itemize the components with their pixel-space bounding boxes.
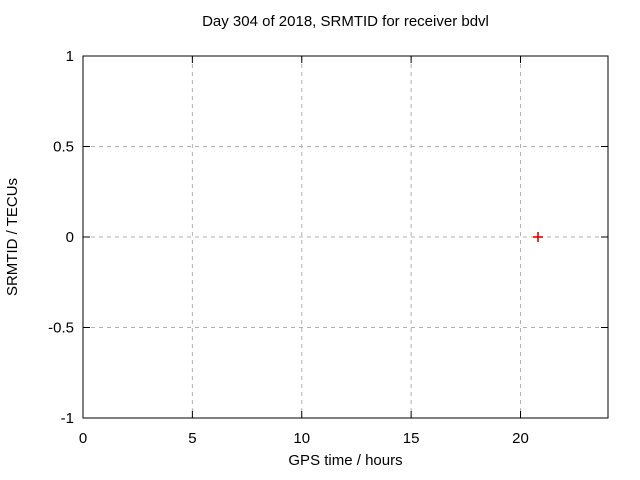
y-tick-label: -0.5 xyxy=(48,320,74,337)
x-axis-title: GPS time / hours xyxy=(288,452,403,469)
y-tick-label: 0 xyxy=(66,229,74,246)
x-tick-label: 15 xyxy=(403,430,420,447)
plot-border xyxy=(82,55,609,419)
x-tick-label: 5 xyxy=(188,430,196,447)
y-tick-label: -1 xyxy=(61,410,74,427)
y-tick-label: 1 xyxy=(66,48,74,65)
y-tick-label: 0.5 xyxy=(53,139,74,156)
x-tick-label: 0 xyxy=(79,430,87,447)
x-tick-label: 10 xyxy=(293,430,310,447)
chart-title: Day 304 of 2018, SRMTID for receiver bdv… xyxy=(202,13,489,30)
x-tick-label: 20 xyxy=(512,430,529,447)
